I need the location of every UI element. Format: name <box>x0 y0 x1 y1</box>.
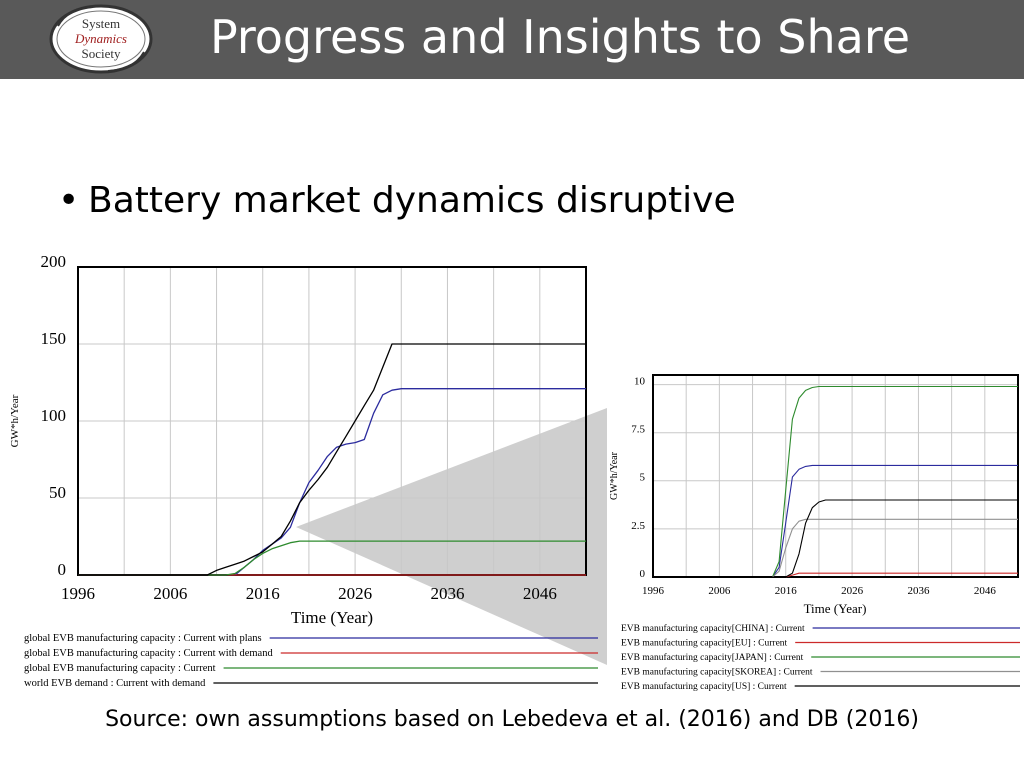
x-tick-label: 2006 <box>708 585 731 597</box>
source-note: Source: own assumptions based on Lebedev… <box>105 707 919 732</box>
y-axis-label: GW*h/Year <box>9 394 21 447</box>
series-line-black <box>653 499 1018 578</box>
legend-label: global EVB manufacturing capacity : Curr… <box>24 648 273 659</box>
bullet-text: Battery market dynamics disruptive <box>88 180 736 221</box>
x-tick-label: 2036 <box>907 585 930 597</box>
x-tick-label: 1996 <box>642 585 665 597</box>
y-axis-label-small: GW*h/Year <box>609 451 620 500</box>
y-tick-label: 2.5 <box>631 520 645 532</box>
x-tick-label: 2046 <box>974 585 997 597</box>
x-tick-label: 2036 <box>430 584 464 603</box>
legend-label: EVB manufacturing capacity[CHINA] : Curr… <box>621 623 805 634</box>
x-tick-label: 2006 <box>153 584 187 603</box>
zoom-wedge <box>296 408 607 665</box>
x-axis-label: Time (Year) <box>291 608 373 627</box>
x-tick-label: 2046 <box>523 584 557 603</box>
x-tick-label: 2016 <box>775 585 798 597</box>
y-tick-label: 100 <box>41 406 67 425</box>
bullet-dot: • <box>58 180 80 221</box>
series-line-green <box>78 540 586 576</box>
x-tick-label: 2016 <box>246 584 280 603</box>
x-tick-label: 2026 <box>338 584 372 603</box>
legend-label: global EVB manufacturing capacity : Curr… <box>24 633 262 644</box>
y-tick-label: 50 <box>49 483 66 502</box>
slide-title: Progress and Insights to Share <box>209 10 911 64</box>
legend-label: EVB manufacturing capacity[JAPAN] : Curr… <box>621 652 804 663</box>
svg-text:Society: Society <box>82 46 121 61</box>
legend-label: world EVB demand : Current with demand <box>24 678 206 689</box>
series-line-black <box>78 343 586 576</box>
y-tick-label: 7.5 <box>631 424 645 436</box>
legend-label: EVB manufacturing capacity[EU] : Current <box>621 638 788 649</box>
legend-label: EVB manufacturing capacity[US] : Current <box>621 681 787 692</box>
svg-text:System: System <box>82 16 120 31</box>
x-axis-label-small: Time (Year) <box>804 601 867 616</box>
x-tick-label: 2026 <box>841 585 864 597</box>
x-tick-label: 1996 <box>61 584 95 603</box>
svg-text:Dynamics: Dynamics <box>74 31 127 46</box>
series-line-blue <box>653 464 1018 578</box>
bullet-item: • Battery market dynamics disruptive <box>58 180 736 221</box>
y-tick-label: 200 <box>41 252 67 271</box>
y-tick-label: 10 <box>634 375 646 387</box>
series-line-gray <box>653 518 1018 578</box>
plot-frame-small <box>652 374 1019 578</box>
y-tick-label: 0 <box>640 568 646 580</box>
legend-label: EVB manufacturing capacity[SKOREA] : Cur… <box>621 667 813 678</box>
series-line-green <box>653 385 1018 578</box>
y-tick-label: 150 <box>41 329 67 348</box>
title-bar: System Dynamics Society Progress and Ins… <box>0 0 1024 79</box>
legend-label: global EVB manufacturing capacity : Curr… <box>24 663 216 674</box>
y-tick-label: 5 <box>640 472 646 484</box>
system-dynamics-society-logo: System Dynamics Society <box>49 4 153 74</box>
y-tick-label: 0 <box>58 560 67 579</box>
